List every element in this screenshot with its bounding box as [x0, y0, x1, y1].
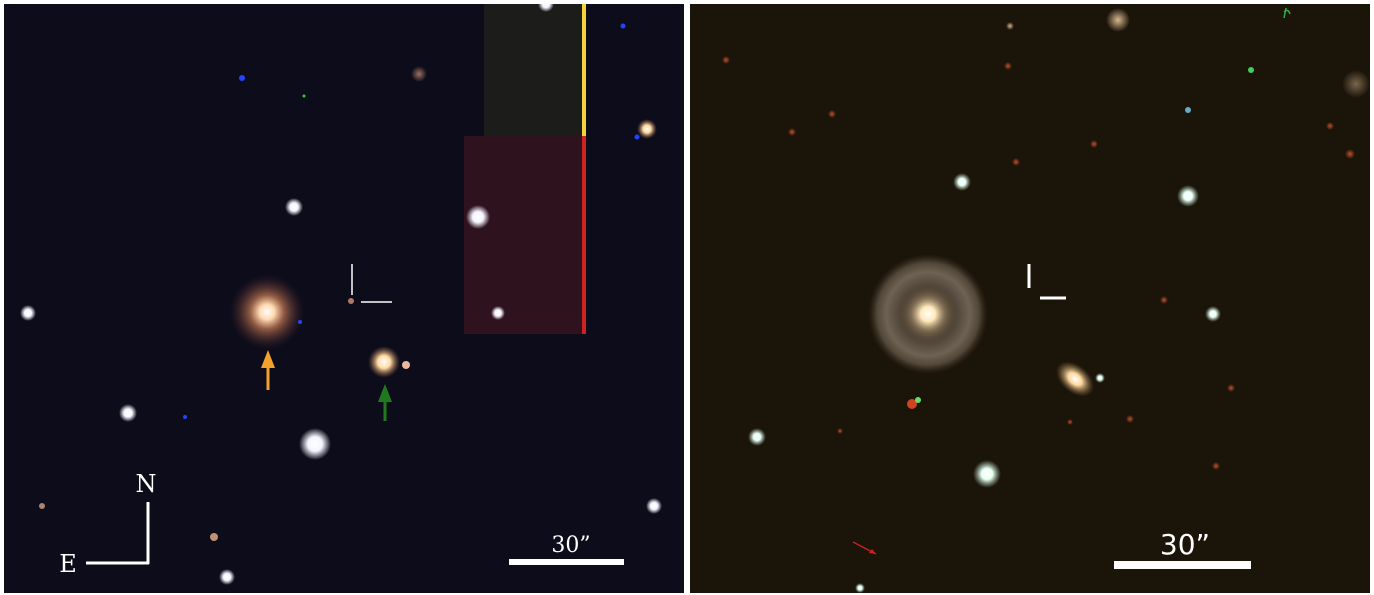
faint-source [907, 399, 917, 409]
detector-stripe-red [582, 136, 586, 334]
star [299, 428, 331, 460]
faint-source [1212, 462, 1220, 470]
detector-artifact-region-red [464, 136, 582, 334]
star [219, 569, 235, 585]
faint-galaxy [1342, 70, 1370, 98]
faint-source [1126, 415, 1134, 423]
transient-source [348, 298, 354, 304]
east-label: E [59, 550, 77, 578]
star [466, 205, 490, 229]
star [1177, 185, 1199, 207]
detector-artifact-region [484, 4, 584, 136]
faint-galaxy [1106, 8, 1130, 32]
star [646, 498, 662, 514]
left-image-panel: N E 30” [4, 4, 684, 593]
star [491, 306, 505, 320]
faint-source [239, 75, 245, 81]
green-mark-icon [1283, 7, 1291, 19]
host-galaxy [898, 284, 958, 344]
faint-source [915, 397, 921, 403]
green-arrow-icon [378, 384, 392, 421]
companion-galaxy [1055, 361, 1095, 397]
right-sky-image: 30” [722, 7, 1370, 593]
orange-arrow-icon [261, 350, 275, 390]
faint-source [1160, 296, 1168, 304]
scale-bar: 30” [509, 533, 624, 565]
star [285, 198, 303, 216]
scale-bar-line [509, 559, 624, 565]
star [1205, 306, 1221, 322]
faint-source [828, 110, 836, 118]
right-image-panel: 30” [690, 4, 1370, 593]
faint-source [1248, 67, 1254, 73]
star [855, 583, 865, 593]
faint-source [788, 128, 796, 136]
faint-source [210, 533, 218, 541]
left-sky-image: N E 30” [20, 4, 662, 585]
faint-source [183, 415, 187, 419]
compass-indicator: N E [59, 470, 156, 578]
scale-label: 30” [551, 533, 590, 558]
faint-source [1006, 22, 1014, 30]
star [402, 361, 410, 369]
star [538, 4, 554, 12]
north-label: N [136, 470, 157, 498]
faint-source [298, 320, 302, 324]
faint-source [302, 94, 306, 98]
faint-source [837, 428, 843, 434]
faint-source [722, 56, 730, 64]
faint-source [1012, 158, 1020, 166]
star [637, 119, 657, 139]
faint-source [1090, 140, 1098, 148]
star [953, 173, 971, 191]
faint-galaxy [411, 66, 427, 82]
faint-source [1067, 419, 1073, 425]
star [20, 305, 36, 321]
faint-source [1227, 384, 1235, 392]
scale-bar: 30” [1114, 528, 1251, 569]
companion-galaxy [368, 346, 400, 378]
faint-source [39, 503, 45, 509]
star [973, 460, 1001, 488]
faint-source [1185, 107, 1191, 113]
red-arrow-icon [852, 541, 877, 555]
scale-label: 30” [1160, 528, 1210, 561]
faint-source [620, 23, 626, 29]
star [748, 428, 766, 446]
faint-source [634, 134, 640, 140]
faint-source [1345, 149, 1355, 159]
detector-stripe-yellow [582, 4, 586, 136]
star [119, 404, 137, 422]
scale-bar-line [1114, 561, 1251, 569]
host-galaxy [229, 274, 305, 350]
faint-source [1326, 122, 1334, 130]
star [1095, 373, 1105, 383]
faint-source [1004, 62, 1012, 70]
